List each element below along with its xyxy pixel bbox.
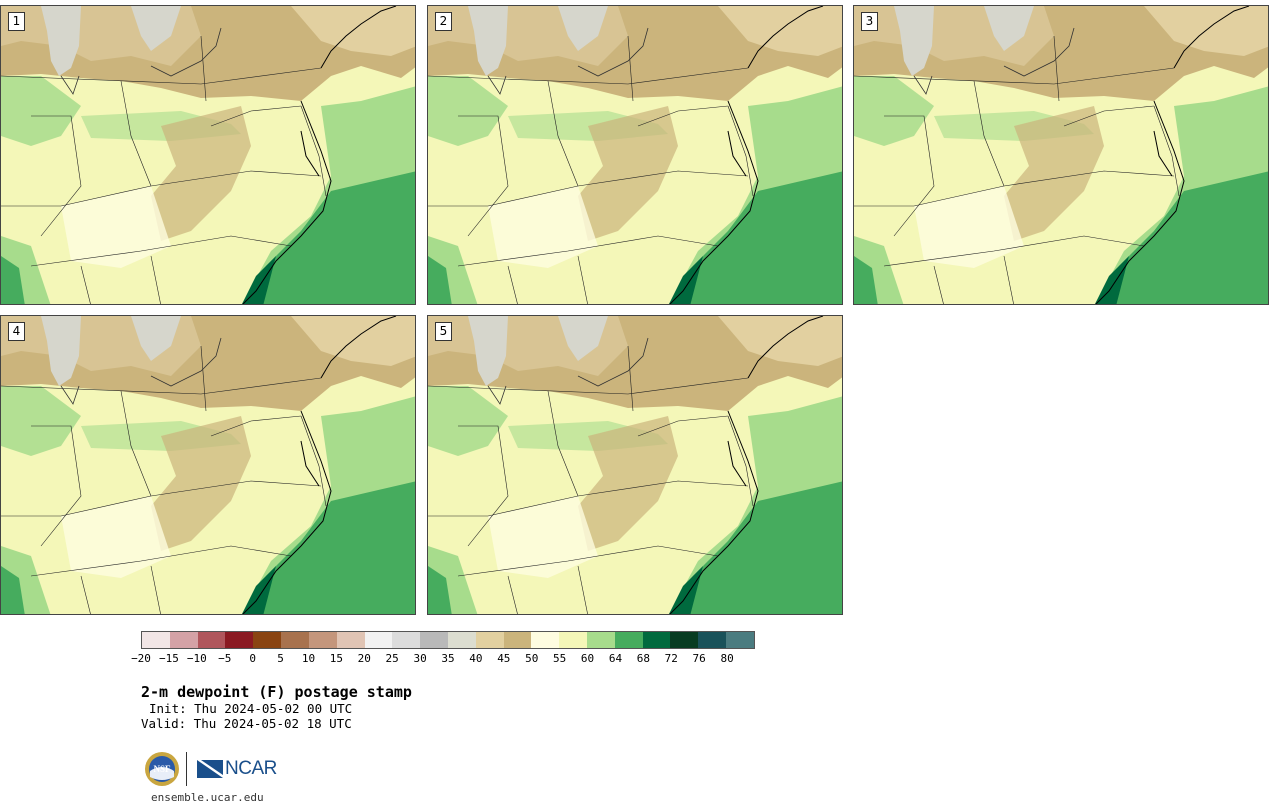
valid-time: Valid: Thu 2024-05-02 18 UTC (141, 716, 352, 731)
colorbar-swatch (253, 632, 282, 648)
colorbar-tick-label: 5 (277, 652, 284, 665)
colorbar-tick-label: −5 (218, 652, 232, 665)
colorbar-swatch (169, 632, 198, 648)
colorbar-swatch (420, 632, 448, 648)
colorbar-swatch (142, 632, 170, 648)
colorbar-tick-label: 40 (469, 652, 483, 665)
colorbar-tick-label: 80 (720, 652, 734, 665)
colorbar-tick-label: −10 (186, 652, 207, 665)
colorbar-swatch (559, 632, 587, 648)
ncar-logo: NCAR (197, 758, 277, 780)
colorbar-tick-label: −20 (131, 652, 151, 665)
svg-text:NSF: NSF (153, 764, 171, 774)
panel-member-4: 4 (0, 315, 416, 615)
panel-member-1: 1 (0, 5, 416, 305)
dewpoint-map-1 (1, 6, 415, 304)
colorbar-swatch (670, 632, 699, 648)
colorbar-swatch (614, 632, 643, 648)
colorbar-tick-label: −15 (158, 652, 179, 665)
colorbar-tick-label: 68 (636, 652, 650, 665)
panel-label: 3 (861, 12, 878, 31)
ncar-logo-text: NCAR (225, 758, 277, 779)
colorbar-tick-label: 15 (329, 652, 343, 665)
colorbar-swatch (698, 632, 727, 648)
plot-title: 2-m dewpoint (F) postage stamp (141, 683, 412, 701)
dewpoint-map-2 (428, 6, 842, 304)
colorbar-tick-label: 35 (441, 652, 455, 665)
colorbar-swatch (281, 632, 309, 648)
colorbar-swatch (364, 632, 393, 648)
colorbar-tick-label: 64 (608, 652, 623, 665)
colorbar-swatch (225, 632, 254, 648)
logo-divider (186, 752, 187, 786)
logos: NSF NCAR (144, 750, 277, 788)
panel-label: 5 (435, 322, 452, 341)
colorbar-swatch (475, 632, 504, 648)
colorbar-tick-label: 30 (413, 652, 427, 665)
colorbar-ticks: −20 −15 −10 −5 0 5 10 15 20 25 30 35 40 45 50 55 60 64 68 7… (131, 652, 755, 666)
colorbar-tick-label: 60 (580, 652, 595, 665)
colorbar-swatch (503, 632, 532, 648)
colorbar-tick-label: 25 (385, 652, 399, 665)
colorbar-tick-label: 20 (357, 652, 371, 665)
colorbar-swatch (197, 632, 226, 648)
panel-label: 1 (8, 12, 25, 31)
colorbar-swatch (447, 632, 476, 648)
colorbar-swatch (587, 632, 615, 648)
colorbar-swatch (336, 632, 365, 648)
dewpoint-map-3 (854, 6, 1268, 304)
dewpoint-map-4 (1, 316, 415, 614)
nsf-logo-icon: NSF (145, 752, 179, 786)
colorbar-swatch (392, 632, 421, 648)
colorbar-swatch (726, 632, 754, 648)
ncar-mark-icon (197, 760, 223, 778)
colorbar-tick-label: 50 (525, 652, 539, 665)
dewpoint-map-5 (428, 316, 842, 614)
colorbar-tick-label: 72 (664, 652, 678, 665)
colorbar-swatch (642, 632, 671, 648)
site-url: ensemble.ucar.edu (151, 791, 264, 804)
colorbar-tick-label: 10 (301, 652, 316, 665)
init-time: Init: Thu 2024-05-02 00 UTC (149, 701, 353, 716)
colorbar (141, 631, 755, 649)
colorbar-swatch (531, 632, 560, 648)
colorbar-swatch (308, 632, 337, 648)
panel-member-2: 2 (427, 5, 843, 305)
colorbar-tick-label: 55 (553, 652, 567, 665)
panel-label: 4 (8, 322, 25, 341)
colorbar-tick-label: 0 (249, 652, 256, 665)
panel-member-3: 3 (853, 5, 1269, 305)
colorbar-tick-label: 76 (692, 652, 706, 665)
panel-member-5: 5 (427, 315, 843, 615)
panel-label: 2 (435, 12, 452, 31)
colorbar-tick-label: 45 (497, 652, 511, 665)
